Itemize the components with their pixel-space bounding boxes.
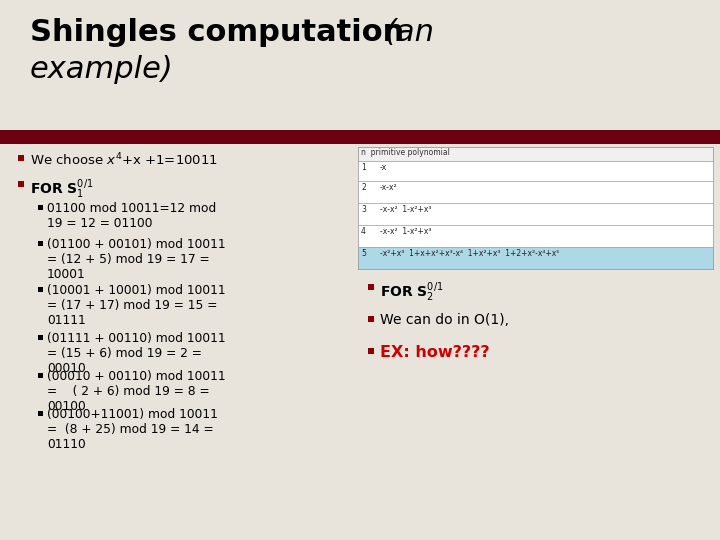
Text: FOR S$_1^{0/1}$: FOR S$_1^{0/1}$ xyxy=(30,178,94,201)
Bar xyxy=(368,316,374,322)
Text: Shingles computation: Shingles computation xyxy=(30,18,404,47)
Bar xyxy=(358,225,713,247)
Text: FOR S$_2^{0/1}$: FOR S$_2^{0/1}$ xyxy=(380,281,444,304)
Bar xyxy=(358,247,713,269)
Text: (01100 + 00101) mod 10011
= (12 + 5) mod 19 = 17 =
10001: (01100 + 00101) mod 10011 = (12 + 5) mod… xyxy=(47,238,225,281)
Text: example): example) xyxy=(30,55,174,84)
Bar xyxy=(358,181,713,203)
Text: 3: 3 xyxy=(361,205,366,214)
Bar xyxy=(358,161,713,181)
Text: (01111 + 00110) mod 10011
= (15 + 6) mod 19 = 2 =
00010: (01111 + 00110) mod 10011 = (15 + 6) mod… xyxy=(47,332,225,375)
Text: -x-x²: -x-x² xyxy=(380,183,397,192)
Text: (10001 + 10001) mod 10011
= (17 + 17) mod 19 = 15 =
01111: (10001 + 10001) mod 10011 = (17 + 17) mo… xyxy=(47,284,225,327)
Bar xyxy=(38,241,43,246)
Text: 01100 mod 10011=12 mod
19 = 12 = 01100: 01100 mod 10011=12 mod 19 = 12 = 01100 xyxy=(47,202,216,230)
Text: (00100+11001) mod 10011
=  (8 + 25) mod 19 = 14 =
01110: (00100+11001) mod 10011 = (8 + 25) mod 1… xyxy=(47,408,218,451)
Bar xyxy=(38,335,43,340)
Bar xyxy=(368,348,374,354)
Text: -x-x²  1-x²+x³: -x-x² 1-x²+x³ xyxy=(380,205,431,214)
Bar xyxy=(38,287,43,292)
Text: 5: 5 xyxy=(361,249,366,258)
Text: -x: -x xyxy=(380,163,387,172)
Bar xyxy=(358,203,713,225)
Text: -x²+x³  1+x+x²+x³-x⁴  1+x²+x³  1+2+x²-x⁴+x⁵: -x²+x³ 1+x+x²+x³-x⁴ 1+x²+x³ 1+2+x²-x⁴+x⁵ xyxy=(380,249,559,258)
Bar xyxy=(358,147,713,161)
Bar xyxy=(18,155,24,161)
Text: EX: how????: EX: how???? xyxy=(380,345,490,360)
Bar xyxy=(358,147,713,269)
Bar xyxy=(0,130,720,144)
Text: n  primitive polynomial: n primitive polynomial xyxy=(361,148,450,157)
Text: 2: 2 xyxy=(361,183,366,192)
Text: (an: (an xyxy=(385,18,435,47)
Text: (00010 + 00110) mod 10011
=    ( 2 + 6) mod 19 = 8 =
00100: (00010 + 00110) mod 10011 = ( 2 + 6) mod… xyxy=(47,370,225,413)
Bar xyxy=(38,411,43,416)
Bar xyxy=(368,284,374,290)
Text: We can do in O(1),: We can do in O(1), xyxy=(380,313,509,327)
Text: -x-x²  1-x²+x³: -x-x² 1-x²+x³ xyxy=(380,227,431,236)
Bar xyxy=(18,181,24,187)
Bar xyxy=(38,373,43,378)
Text: 4: 4 xyxy=(361,227,366,236)
Bar xyxy=(38,205,43,210)
Text: We choose $x^4$+x +1=10011: We choose $x^4$+x +1=10011 xyxy=(30,152,218,168)
Text: 1: 1 xyxy=(361,163,366,172)
